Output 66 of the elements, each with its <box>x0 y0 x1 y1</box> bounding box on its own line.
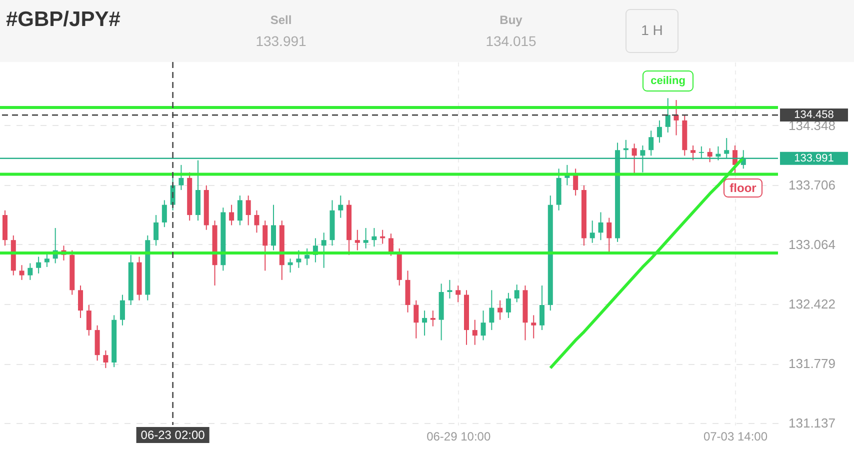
candlestick <box>28 262 33 280</box>
candlestick <box>321 232 326 268</box>
candlestick <box>447 279 452 299</box>
candlestick <box>78 285 84 318</box>
candlestick <box>354 229 360 251</box>
candlestick <box>598 212 604 241</box>
annotation: floor <box>730 181 757 195</box>
candlestick <box>296 250 302 268</box>
candlestick <box>665 98 670 133</box>
candlestick <box>162 200 167 228</box>
candlestick <box>531 314 536 339</box>
candlestick <box>246 195 251 226</box>
candlestick <box>19 264 24 280</box>
candlestick <box>414 300 419 339</box>
candlestick <box>656 120 662 144</box>
candlestick <box>606 217 612 253</box>
candlestick <box>540 285 545 331</box>
y-tick-label: 132.422 <box>788 296 836 312</box>
candlestick <box>178 164 184 190</box>
candlestick <box>254 210 260 234</box>
candlestick <box>472 319 478 346</box>
chart-title: #GBP/JPY# <box>6 8 121 31</box>
candlestick <box>120 294 125 326</box>
text: Buy <box>500 13 523 27</box>
candlestick <box>154 214 159 246</box>
candlestick <box>103 350 108 369</box>
x-tick-label: 07-03 14:00 <box>703 430 768 444</box>
candlestick <box>514 284 520 303</box>
x-tick-label: 06-29 10:00 <box>426 430 491 444</box>
y-tick-label: 133.706 <box>788 177 836 192</box>
text: Sell <box>270 13 292 27</box>
ref-line-label: 133.991 <box>794 152 834 164</box>
y-tick-label: 133.064 <box>788 236 836 252</box>
candlestick <box>648 130 654 156</box>
candlestick <box>388 233 394 256</box>
y-tick-label: 131.137 <box>788 416 836 431</box>
candlestick <box>229 204 234 226</box>
text: 134.015 <box>486 33 537 49</box>
candlestick <box>498 300 503 320</box>
x-tick-label: 06-23 02:00 <box>140 428 206 442</box>
candlestick <box>304 248 310 266</box>
candlestick <box>430 310 436 327</box>
candlestick <box>690 144 696 161</box>
candlestick <box>44 252 50 268</box>
candlestick <box>271 204 276 251</box>
candlestick <box>338 195 344 218</box>
candlestick <box>674 100 679 136</box>
y-tick-label: 131.779 <box>788 356 836 372</box>
candlestick <box>480 310 486 341</box>
candlestick <box>262 220 268 272</box>
text: 1 H <box>641 22 663 38</box>
candlestick <box>590 220 595 244</box>
candlestick <box>372 228 377 248</box>
text: 133.991 <box>256 33 307 49</box>
candlestick <box>707 148 712 163</box>
annotation: ceiling <box>650 75 686 87</box>
candlestick <box>86 304 92 336</box>
candlestick <box>506 292 511 318</box>
candlestick <box>456 285 461 303</box>
candlestick <box>237 195 242 226</box>
ref-line-label: 134.458 <box>794 109 834 122</box>
candlestick <box>36 256 42 274</box>
candlestick <box>422 310 428 336</box>
candlestick <box>573 168 578 196</box>
candlestick <box>363 228 368 249</box>
candlestick <box>489 290 494 331</box>
